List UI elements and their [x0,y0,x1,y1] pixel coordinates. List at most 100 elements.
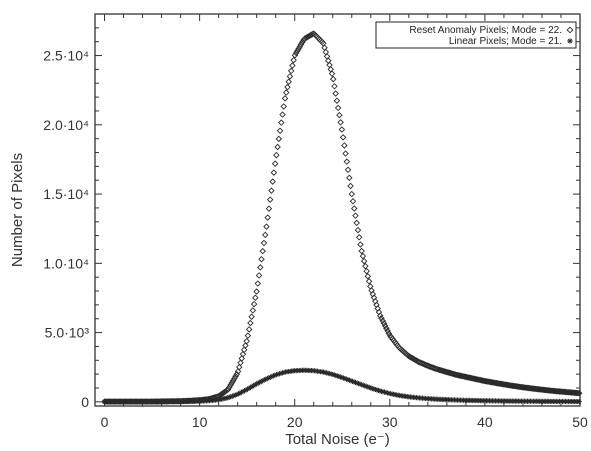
data-point-reset-anomaly [542,386,550,394]
data-point-linear [348,378,354,384]
data-point-linear [260,378,266,384]
data-point-linear [354,380,360,386]
data-point-reset-anomaly [358,247,365,255]
data-point-reset-anomaly [231,375,238,382]
data-point-reset-anomaly [344,166,352,173]
data-point-reset-anomaly [331,83,338,90]
legend-box [375,21,577,49]
data-point-linear [231,393,237,399]
data-point-reset-anomaly [352,212,359,219]
data-point-reset-anomaly [381,322,389,330]
data-point-reset-anomaly [263,223,270,230]
data-point-reset-anomaly [228,379,236,387]
data-point-reset-anomaly [360,257,368,265]
data-point-reset-anomaly [270,169,278,176]
data-point-reset-anomaly [266,196,274,203]
data-point-linear [333,372,339,379]
data-point-linear [235,391,242,397]
data-point-linear [330,371,336,378]
data-point-reset-anomaly [274,143,281,151]
data-point-reset-anomaly [543,387,551,394]
data-point-reset-anomaly [545,387,552,394]
data-point-reset-anomaly [332,90,339,97]
data-point-reset-anomaly [385,330,393,337]
data-point-linear [234,391,240,398]
data-point-linear [270,373,277,379]
data-point-reset-anomaly [227,381,234,389]
x-tick-label: 10 [192,414,208,430]
data-point-linear [362,383,368,389]
data-point-linear [264,375,270,382]
data-point-reset-anomaly [279,111,286,118]
data-point-reset-anomaly [336,111,343,119]
data-point-reset-anomaly [364,273,372,280]
y-tick-label: 1.0·10⁴ [43,255,89,271]
data-point-reset-anomaly [248,313,255,320]
data-point-reset-anomaly [275,135,283,143]
data-point-reset-anomaly [353,219,360,227]
data-point-reset-anomaly [339,134,347,141]
x-tick-label: 50 [572,414,588,430]
data-point-reset-anomaly [526,384,534,392]
data-point-reset-anomaly [354,226,362,234]
data-point-linear [258,378,264,385]
data-point-reset-anomaly [265,205,273,212]
data-point-reset-anomaly [273,151,280,159]
data-point-linear [255,380,261,386]
data-point-reset-anomaly [278,119,285,126]
data-point-linear [576,398,582,405]
data-point-reset-anomaly [254,280,262,287]
data-point-reset-anomaly [297,41,305,48]
data-point-reset-anomaly [238,355,245,362]
legend-asterisk-icon [567,38,573,44]
data-point-reset-anomaly [255,272,263,279]
data-point-linear [241,388,248,394]
data-point-reset-anomaly [287,67,295,75]
data-point-reset-anomaly [284,83,291,91]
data-point-reset-anomaly [521,384,529,391]
data-point-reset-anomaly [380,320,388,327]
x-tick-label: 0 [101,414,109,430]
data-point-reset-anomaly [257,264,264,271]
data-point-reset-anomaly [524,384,531,392]
data-point-linear [372,386,378,393]
data-point-reset-anomaly [329,75,337,83]
y-tick-labels: 0 5.0·10³ 1.0·10⁴ 1.5·10⁴ 2.0·10⁴ 2.5·10⁴ [43,48,89,410]
y-tick-label: 0 [81,394,89,410]
data-point-linear [366,384,372,391]
x-tick-labels: 0 10 20 30 40 50 [101,414,588,430]
data-point-linear [336,373,342,380]
data-point-reset-anomaly [538,386,546,393]
data-point-reset-anomaly [259,247,266,255]
data-point-reset-anomaly [289,62,296,69]
data-point-linear [346,377,353,383]
y-axis-title: Number of Pixels [9,153,26,267]
data-point-reset-anomaly [530,385,537,392]
data-point-reset-anomaly [355,234,363,241]
data-point-reset-anomaly [243,337,250,345]
data-point-reset-anomaly [295,45,302,52]
data-point-reset-anomaly [240,346,248,354]
data-point-linear [263,376,269,382]
data-point-linear [339,374,345,381]
data-point-reset-anomaly [296,43,304,50]
data-point-linear [369,385,375,392]
data-point-linear [337,374,343,380]
data-point-reset-anomaly [520,384,527,391]
data-point-reset-anomaly [522,384,530,391]
x-axis-title: Total Noise (e⁻) [285,431,390,448]
data-point-linear [351,379,357,385]
data-point-reset-anomaly [333,97,341,104]
data-point-linear [363,383,369,389]
data-point-linear [340,375,346,381]
data-point-linear [342,375,348,382]
data-point-linear [331,372,337,378]
data-point-reset-anomaly [378,315,385,322]
data-point-reset-anomaly [535,386,542,393]
data-point-reset-anomaly [576,389,583,397]
data-point-reset-anomaly [239,350,247,358]
data-point-reset-anomaly [536,386,543,393]
data-point-linear [349,378,356,384]
data-point-reset-anomaly [541,386,548,394]
data-point-reset-anomaly [363,267,370,275]
